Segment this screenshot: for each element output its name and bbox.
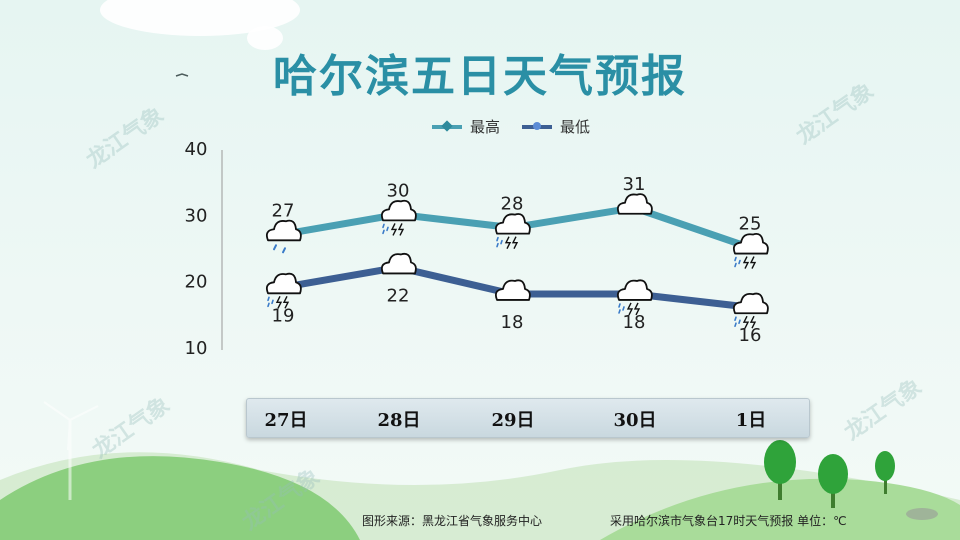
cloud-icon: [380, 252, 417, 275]
cloud-thunderstorm-icon: [616, 279, 653, 316]
cloud-thunderstorm-icon: [265, 272, 302, 309]
low-temp-label: 18: [623, 312, 646, 333]
date-label: 29日: [491, 410, 535, 431]
wind-turbine-icon: [43, 401, 99, 500]
low-temp-label: 19: [272, 305, 295, 326]
date-label: 28日: [377, 410, 421, 431]
bird-icon: [175, 73, 189, 77]
date-bar: 27日 28日 29日 30日 1日: [246, 398, 810, 438]
cloud-thunderstorm-icon: [732, 292, 769, 329]
low-temp-label: 16: [739, 325, 762, 346]
y-tick-label: 10: [185, 338, 208, 359]
tree-shadow: [906, 508, 938, 520]
high-temp-label: 25: [739, 214, 762, 235]
cloud-icon: [494, 279, 531, 301]
high-temp-label: 31: [623, 174, 646, 195]
date-label: 27日: [264, 410, 308, 431]
cloud-decoration: [100, 0, 300, 36]
low-temp-label: 18: [501, 312, 524, 333]
cloud-thunderstorm-icon: [380, 199, 417, 236]
cloud-thunderstorm-icon: [494, 213, 531, 249]
high-temp-label: 28: [501, 194, 524, 215]
date-label: 1日: [735, 410, 767, 431]
legend-low-label: 最低: [560, 118, 591, 136]
high-temp-label: 27: [272, 200, 295, 221]
y-tick-label: 40: [185, 139, 208, 160]
hill-front: [0, 456, 360, 540]
y-tick-label: 20: [185, 272, 208, 293]
cloud-thunderstorm-icon: [732, 233, 769, 269]
footer-note: 采用哈尔滨市气象台17时天气预报 单位：℃: [610, 514, 847, 528]
cloud-light-rain-icon: [265, 219, 302, 254]
footer-source: 图形来源：黑龙江省气象服务中心: [362, 514, 543, 528]
cloud-icon: [616, 193, 653, 215]
page-title: 哈尔滨五日天气预报: [273, 51, 687, 102]
chart-legend: 最高 最低: [432, 116, 590, 137]
hill-right: [600, 478, 960, 540]
tree-icon: [875, 451, 895, 494]
tree-icon: [764, 440, 796, 500]
date-label: 30日: [613, 410, 657, 431]
y-tick-label: 30: [185, 205, 208, 226]
low-temp-label: 22: [387, 285, 410, 306]
legend-high-swatch: [432, 119, 462, 132]
cloud-decoration: [247, 26, 283, 50]
legend-low-swatch: [522, 121, 553, 130]
tree-icon: [818, 454, 848, 508]
high-temp-label: 30: [387, 180, 410, 201]
legend-high-label: 最高: [470, 118, 501, 136]
